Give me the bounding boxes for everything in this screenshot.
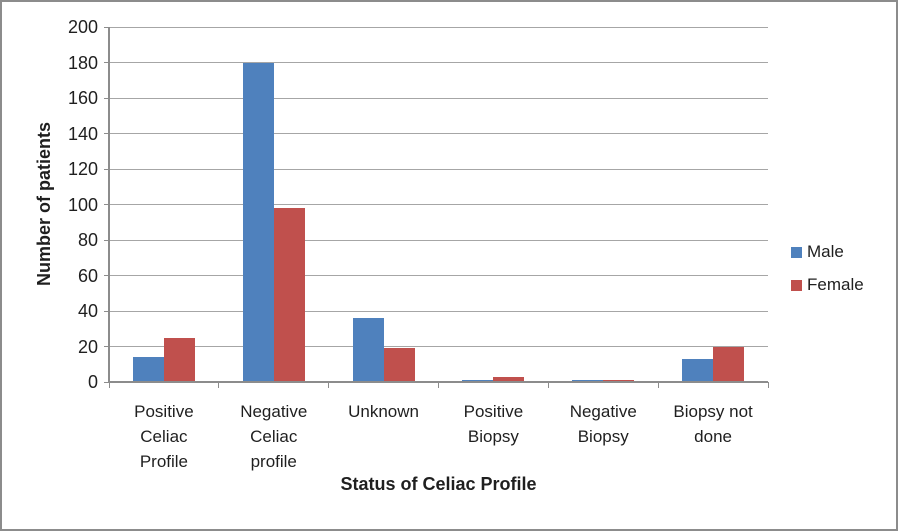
bar-male-2 [352,318,384,382]
legend: Male Female [791,242,864,295]
y-axis-line [108,27,110,383]
y-axis-tick [104,97,109,99]
category-label-line: Unknown [348,402,419,421]
category-label: Negative Biopsy [548,399,658,449]
legend-swatch-male [791,246,802,258]
y-tick-label: 0 [87,372,98,392]
bar-male-1 [242,62,274,382]
x-axis-tick [767,382,769,388]
category-label-line: Biopsy [467,427,519,446]
y-gridline [109,168,768,170]
category-label-line: Negative [569,402,637,421]
legend-item-female: Female [791,275,864,295]
y-tick-label: 180 [67,52,98,73]
y-gridline [109,26,768,28]
x-axis-title: Status of Celiac Profile [340,474,537,494]
y-axis-tick [104,346,109,347]
y-tick-label: 160 [67,88,98,108]
y-gridline [109,346,768,347]
y-tick-label: 60 [77,265,98,286]
category-label-line: Celiac [250,427,298,446]
legend-label: Male [807,242,844,261]
category-label: Positive Biopsy [439,399,549,449]
y-tick-label: 80 [77,230,98,250]
y-axis-tick [104,133,109,134]
legend-item-male: Male [791,242,864,262]
y-tick-label: 140 [67,123,98,144]
category-label-line: profile [250,452,297,471]
y-tick-label: 200 [67,17,98,37]
y-tick-label: 20 [77,336,98,357]
bar-female-2 [383,348,415,382]
y-gridline [109,239,768,241]
y-gridline [109,133,768,134]
bar-female-5 [713,346,745,382]
x-axis-tick [108,382,110,388]
y-axis-tick [104,62,109,63]
legend-label: Female [807,275,864,294]
category-label: Positive Celiac Profile [109,399,219,474]
legend-swatch-female [791,279,802,291]
bar-male-5 [682,358,714,382]
y-axis-tick [104,168,109,170]
category-label-line: Profile [139,452,188,471]
y-tick-label: 40 [77,301,98,321]
y-gridline [109,310,768,312]
category-label: Biopsy not done [658,399,768,449]
x-axis-tick [547,382,549,388]
bar-female-0 [163,337,195,382]
x-axis-tick [218,382,220,388]
y-axis-tick [104,204,109,205]
x-axis-tick [438,382,439,388]
x-axis-tick [657,382,659,388]
y-tick-label: 100 [67,194,98,215]
category-label-line: Biopsy not [673,402,753,421]
bar-female-1 [273,208,305,382]
category-label-line: done [694,427,732,446]
y-axis-tick [104,26,109,28]
y-axis-tick [104,381,109,383]
category-label: Negative Celiac profile [219,399,329,474]
x-axis-tick [328,382,330,388]
category-label-line: Positive [134,402,194,421]
category-label-line: Biopsy [577,427,629,446]
category-label: Unknown [329,399,439,424]
y-gridline [109,62,768,63]
category-label-line: Negative [240,402,308,421]
y-axis-tick [104,239,109,241]
y-gridline [109,275,768,276]
bar-male-0 [132,357,164,382]
y-gridline [109,97,768,99]
y-axis-tick [104,275,109,276]
category-label-line: Celiac [140,427,188,446]
y-gridline [109,204,768,205]
y-axis-tick [104,310,109,312]
bar-female-3 [493,376,525,382]
category-label-line: Positive [463,402,524,421]
y-tick-label: 120 [67,159,98,179]
